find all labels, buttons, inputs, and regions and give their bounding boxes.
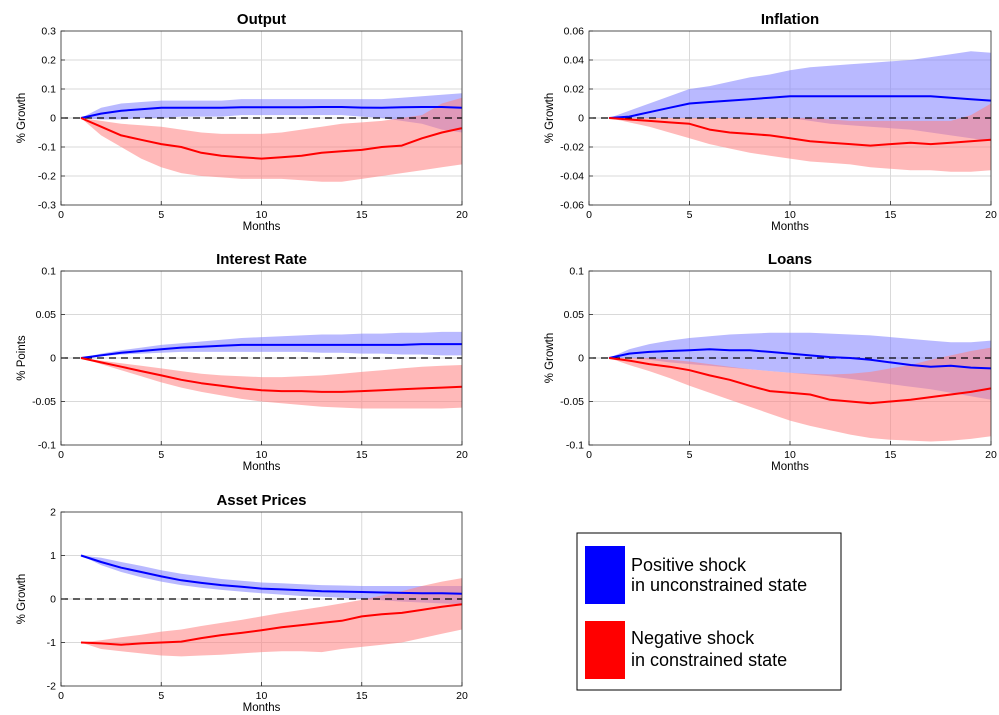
positive-shock-band — [81, 93, 462, 133]
y-tick-label: -0.1 — [38, 142, 56, 154]
y-tick-label: 0.1 — [569, 266, 584, 278]
positive-shock-line — [608, 348, 992, 370]
y-tick-label: -2 — [47, 681, 56, 693]
y-tick-label: 0 — [578, 353, 584, 365]
y-tick-label: -0.06 — [560, 200, 584, 212]
panel-asset-prices: 0 5 10 15 20 -2 -1 0 1 2 Asset Prices Months % Growt… — [16, 492, 468, 714]
y-tick-label: -0.1 — [38, 440, 56, 452]
x-tick-label: 20 — [456, 690, 468, 702]
y-tick-label: 1 — [50, 550, 56, 562]
panel-interest-rate: 0 5 10 15 20 -0.1 -0.05 0 0.05 0.1 Interest Rate Mo… — [16, 251, 468, 473]
x-tick-label: 10 — [256, 449, 268, 461]
legend-item-negative-line2: in constrained state — [631, 650, 787, 670]
x-tick-label: 5 — [158, 449, 164, 461]
panel-title: Loans — [768, 251, 812, 268]
y-tick-label: -0.05 — [560, 396, 584, 408]
positive-shock-line — [80, 554, 463, 595]
x-axis-label: Months — [771, 461, 809, 473]
y-tick-label: 0.04 — [564, 55, 585, 67]
positive-shock-line — [609, 95, 992, 119]
y-axis-label: % Growth — [16, 93, 28, 144]
x-tick-label: 20 — [456, 209, 468, 221]
y-tick-label: 0 — [578, 113, 584, 125]
legend-item-positive-line1: Positive shock — [631, 555, 747, 575]
x-axis-label: Months — [243, 702, 281, 714]
x-tick-label: 0 — [58, 209, 64, 221]
x-tick-label: 15 — [885, 209, 897, 221]
x-tick-label: 5 — [687, 209, 693, 221]
x-axis-label: Months — [771, 221, 809, 233]
negative-shock-line — [80, 357, 463, 393]
x-tick-label: 0 — [586, 209, 592, 221]
y-axis-label: % Growth — [544, 333, 556, 384]
x-tick-label: 15 — [356, 690, 368, 702]
y-tick-label: -0.02 — [560, 142, 584, 154]
y-tick-label: 0.05 — [564, 309, 585, 321]
panel-title: Inflation — [761, 11, 819, 28]
x-tick-label: 15 — [356, 209, 368, 221]
y-tick-label: 0 — [50, 594, 56, 606]
negative-shock-band — [609, 103, 991, 172]
legend-item-positive-line2: in unconstrained state — [631, 575, 807, 595]
y-tick-label: 0 — [50, 353, 56, 365]
x-tick-label: 10 — [784, 449, 796, 461]
negative-shock-band — [81, 97, 462, 182]
x-axis-label: Months — [243, 461, 281, 473]
negative-shock-line — [609, 117, 992, 147]
x-tick-label: 0 — [58, 449, 64, 461]
x-axis-label: Months — [243, 221, 281, 233]
panels: 0 5 10 15 20-0.3-0.2-0.100.10.20.3OutputMont… — [16, 11, 997, 714]
x-tick-label: 15 — [356, 449, 368, 461]
panel-loans: 0 5 10 15 20 -0.1 -0.05 0 0.05 0.1 Loans Months % Gr… — [544, 251, 997, 473]
y-tick-label: -0.3 — [38, 200, 56, 212]
y-tick-label: -1 — [47, 637, 56, 649]
y-tick-label: -0.05 — [32, 396, 56, 408]
y-tick-label: -0.04 — [560, 171, 584, 183]
x-tick-label: 10 — [784, 209, 796, 221]
legend-swatch-positive — [585, 546, 625, 604]
negative-shock-line — [80, 603, 463, 646]
x-tick-label: 10 — [256, 690, 268, 702]
x-tick-label: 5 — [158, 209, 164, 221]
x-tick-label: 5 — [158, 690, 164, 702]
y-tick-label: 2 — [50, 507, 56, 519]
x-tick-label: 20 — [985, 449, 997, 461]
legend: Positive shock in unconstrained state Ne… — [576, 532, 842, 691]
y-tick-label: 0 — [50, 113, 56, 125]
x-tick-label: 0 — [58, 690, 64, 702]
y-tick-label: 0.1 — [41, 84, 56, 96]
positive-shock-line — [80, 343, 462, 359]
y-tick-label: 0.06 — [564, 26, 585, 38]
y-tick-label: -0.1 — [566, 440, 584, 452]
positive-shock-line — [80, 106, 463, 119]
panel-output: 0 5 10 15 20 -0.3 -0.2 -0.1 0 0.1 0.2 0.3 Output Mont… — [16, 11, 468, 233]
y-tick-label: 0.2 — [41, 55, 56, 67]
panel-inflation: 0 5 10 15 20 -0.06 -0.04 -0.02 0 0.02 0.04 0.06 Infl… — [544, 11, 997, 233]
x-tick-label: 0 — [586, 449, 592, 461]
x-tick-label: 20 — [985, 209, 997, 221]
y-tick-label: -0.2 — [38, 171, 56, 183]
y-axis-label: % Growth — [544, 93, 556, 144]
panel-title: Interest Rate — [216, 251, 307, 268]
y-tick-label: 0.1 — [41, 266, 56, 278]
x-tick-label: 15 — [885, 449, 897, 461]
panel-title: Output — [237, 11, 286, 28]
x-tick-label: 20 — [456, 449, 468, 461]
negative-shock-line — [608, 357, 992, 405]
y-tick-label: 0.02 — [564, 84, 585, 96]
y-axis-label: % Growth — [16, 574, 28, 625]
panel-title: Asset Prices — [216, 492, 306, 509]
negative-shock-band — [81, 578, 462, 657]
negative-shock-line — [80, 117, 463, 160]
y-tick-label: 0.3 — [41, 26, 56, 38]
legend-swatch-negative — [585, 621, 625, 679]
y-axis-label: % Points — [16, 335, 28, 381]
x-tick-label: 5 — [687, 449, 693, 461]
legend-item-negative-line1: Negative shock — [631, 628, 755, 648]
y-tick-label: 0.05 — [36, 309, 57, 321]
x-tick-label: 10 — [256, 209, 268, 221]
negative-shock-band — [81, 358, 462, 409]
